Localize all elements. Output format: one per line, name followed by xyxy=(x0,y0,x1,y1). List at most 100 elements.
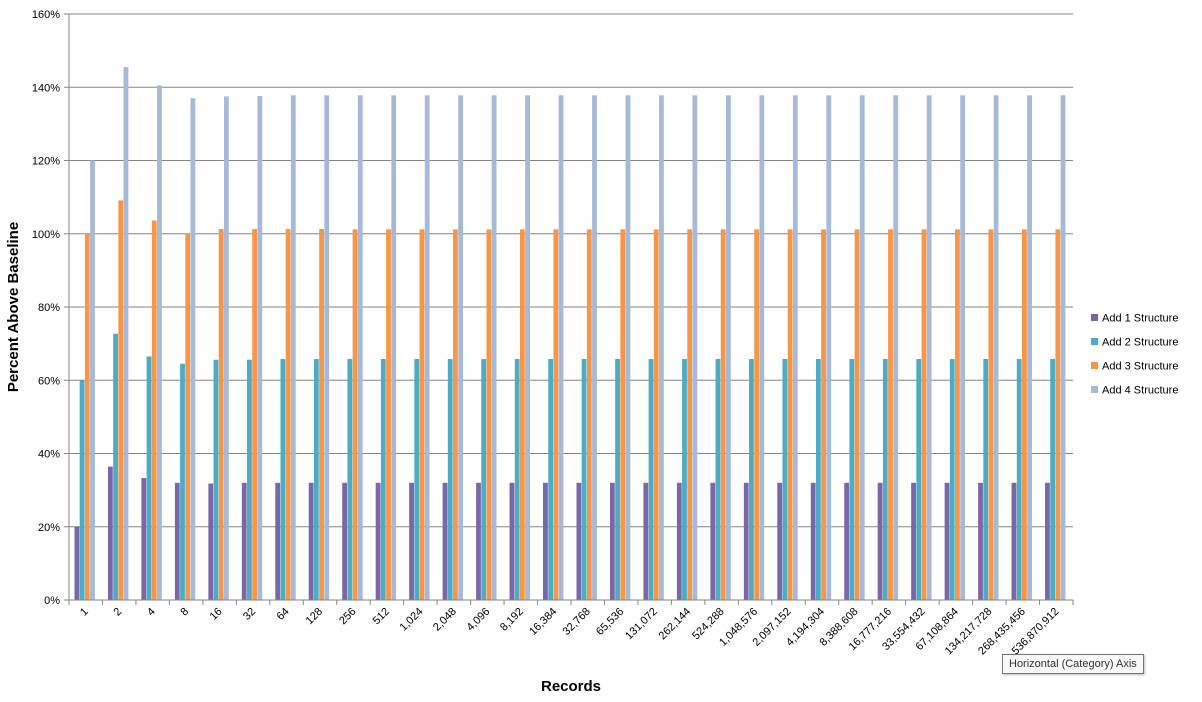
legend-item[interactable]: Add 2 Structure xyxy=(1091,337,1178,349)
bar[interactable] xyxy=(558,95,564,601)
bar[interactable] xyxy=(442,482,448,600)
bar[interactable] xyxy=(84,233,90,600)
bar[interactable] xyxy=(782,359,788,600)
bar[interactable] xyxy=(592,95,597,601)
bar[interactable] xyxy=(375,482,381,600)
bar[interactable] xyxy=(257,96,263,600)
bar[interactable] xyxy=(725,95,731,601)
series-1[interactable] xyxy=(74,466,1050,600)
bar[interactable] xyxy=(113,333,118,600)
bar[interactable] xyxy=(653,229,659,601)
bar[interactable] xyxy=(859,95,865,601)
bar[interactable] xyxy=(581,359,587,600)
bar[interactable] xyxy=(123,67,129,600)
bar[interactable] xyxy=(174,482,180,600)
bar[interactable] xyxy=(888,229,893,601)
bar[interactable] xyxy=(476,482,481,600)
bar[interactable] xyxy=(74,526,80,600)
bar[interactable] xyxy=(676,482,682,600)
bar[interactable] xyxy=(424,95,430,601)
bar[interactable] xyxy=(1016,359,1022,600)
bar[interactable] xyxy=(792,95,798,601)
bar[interactable] xyxy=(79,380,85,600)
bar[interactable] xyxy=(911,482,916,600)
bar[interactable] xyxy=(983,359,989,600)
bar[interactable] xyxy=(682,359,687,600)
bar[interactable] xyxy=(285,228,291,600)
bar[interactable] xyxy=(313,359,319,600)
bar[interactable] xyxy=(90,160,95,601)
bar[interactable] xyxy=(352,229,358,601)
bar[interactable] xyxy=(1055,229,1061,601)
bar[interactable] xyxy=(576,482,582,600)
bar[interactable] xyxy=(280,359,286,600)
bar[interactable] xyxy=(659,95,664,601)
bar[interactable] xyxy=(692,95,698,601)
bar[interactable] xyxy=(252,228,258,600)
bar[interactable] xyxy=(118,200,124,600)
bar[interactable] xyxy=(107,466,113,600)
bar[interactable] xyxy=(1050,359,1056,600)
bar[interactable] xyxy=(687,229,693,601)
bar[interactable] xyxy=(543,482,548,600)
bar[interactable] xyxy=(586,229,592,601)
bar[interactable] xyxy=(854,229,860,601)
bar[interactable] xyxy=(625,95,631,601)
bar[interactable] xyxy=(720,229,726,601)
bar[interactable] xyxy=(458,95,464,601)
bar[interactable] xyxy=(548,359,554,600)
bar[interactable] xyxy=(247,359,252,600)
bar[interactable] xyxy=(391,95,397,601)
bar[interactable] xyxy=(347,359,353,600)
bar[interactable] xyxy=(1045,482,1050,600)
bar[interactable] xyxy=(715,359,721,600)
bar[interactable] xyxy=(754,229,760,601)
bar[interactable] xyxy=(955,229,960,601)
bar[interactable] xyxy=(749,359,754,600)
bar[interactable] xyxy=(844,482,850,600)
bar[interactable] xyxy=(380,359,386,600)
legend[interactable]: Add 1 Structure Add 2 Structure Add 3 Stru… xyxy=(1091,313,1178,397)
bar[interactable] xyxy=(514,359,520,600)
bar[interactable] xyxy=(849,359,855,600)
bar[interactable] xyxy=(223,96,229,600)
bar[interactable] xyxy=(710,482,716,600)
bar[interactable] xyxy=(146,356,152,600)
bar[interactable] xyxy=(949,359,955,600)
bar[interactable] xyxy=(386,229,391,601)
bar[interactable] xyxy=(519,229,525,601)
bar[interactable] xyxy=(743,482,749,600)
series-2[interactable] xyxy=(79,333,1056,600)
bar[interactable] xyxy=(180,363,185,600)
bar[interactable] xyxy=(190,98,196,601)
bar[interactable] xyxy=(481,359,487,600)
bar[interactable] xyxy=(324,95,330,601)
bar[interactable] xyxy=(620,229,626,601)
legend-item[interactable]: Add 1 Structure xyxy=(1091,313,1178,325)
bar[interactable] xyxy=(342,482,348,600)
bar[interactable] xyxy=(409,482,414,600)
bar[interactable] xyxy=(821,229,826,601)
bar[interactable] xyxy=(453,229,458,601)
bar[interactable] xyxy=(357,95,363,601)
bar[interactable] xyxy=(643,482,649,600)
bar[interactable] xyxy=(151,220,157,600)
bar[interactable] xyxy=(815,359,821,600)
bar[interactable] xyxy=(1011,482,1017,600)
bar[interactable] xyxy=(759,95,765,601)
bar[interactable] xyxy=(419,229,425,601)
bar[interactable] xyxy=(141,478,147,600)
bar[interactable] xyxy=(241,482,247,600)
bar[interactable] xyxy=(609,482,615,600)
bar[interactable] xyxy=(615,359,620,600)
bar[interactable] xyxy=(648,359,654,600)
bar[interactable] xyxy=(926,95,932,601)
x-axis-ticks[interactable]: 1 2 4 8 16 32 64 128 256 512 1,024 2,048 4,096 8,192 1… xyxy=(68,600,1074,657)
bar[interactable] xyxy=(787,229,793,601)
bar[interactable] xyxy=(877,482,883,600)
bar[interactable] xyxy=(988,229,994,601)
bar[interactable] xyxy=(447,359,453,600)
bar[interactable] xyxy=(921,229,927,601)
bar[interactable] xyxy=(414,359,420,600)
bar[interactable] xyxy=(810,482,816,600)
